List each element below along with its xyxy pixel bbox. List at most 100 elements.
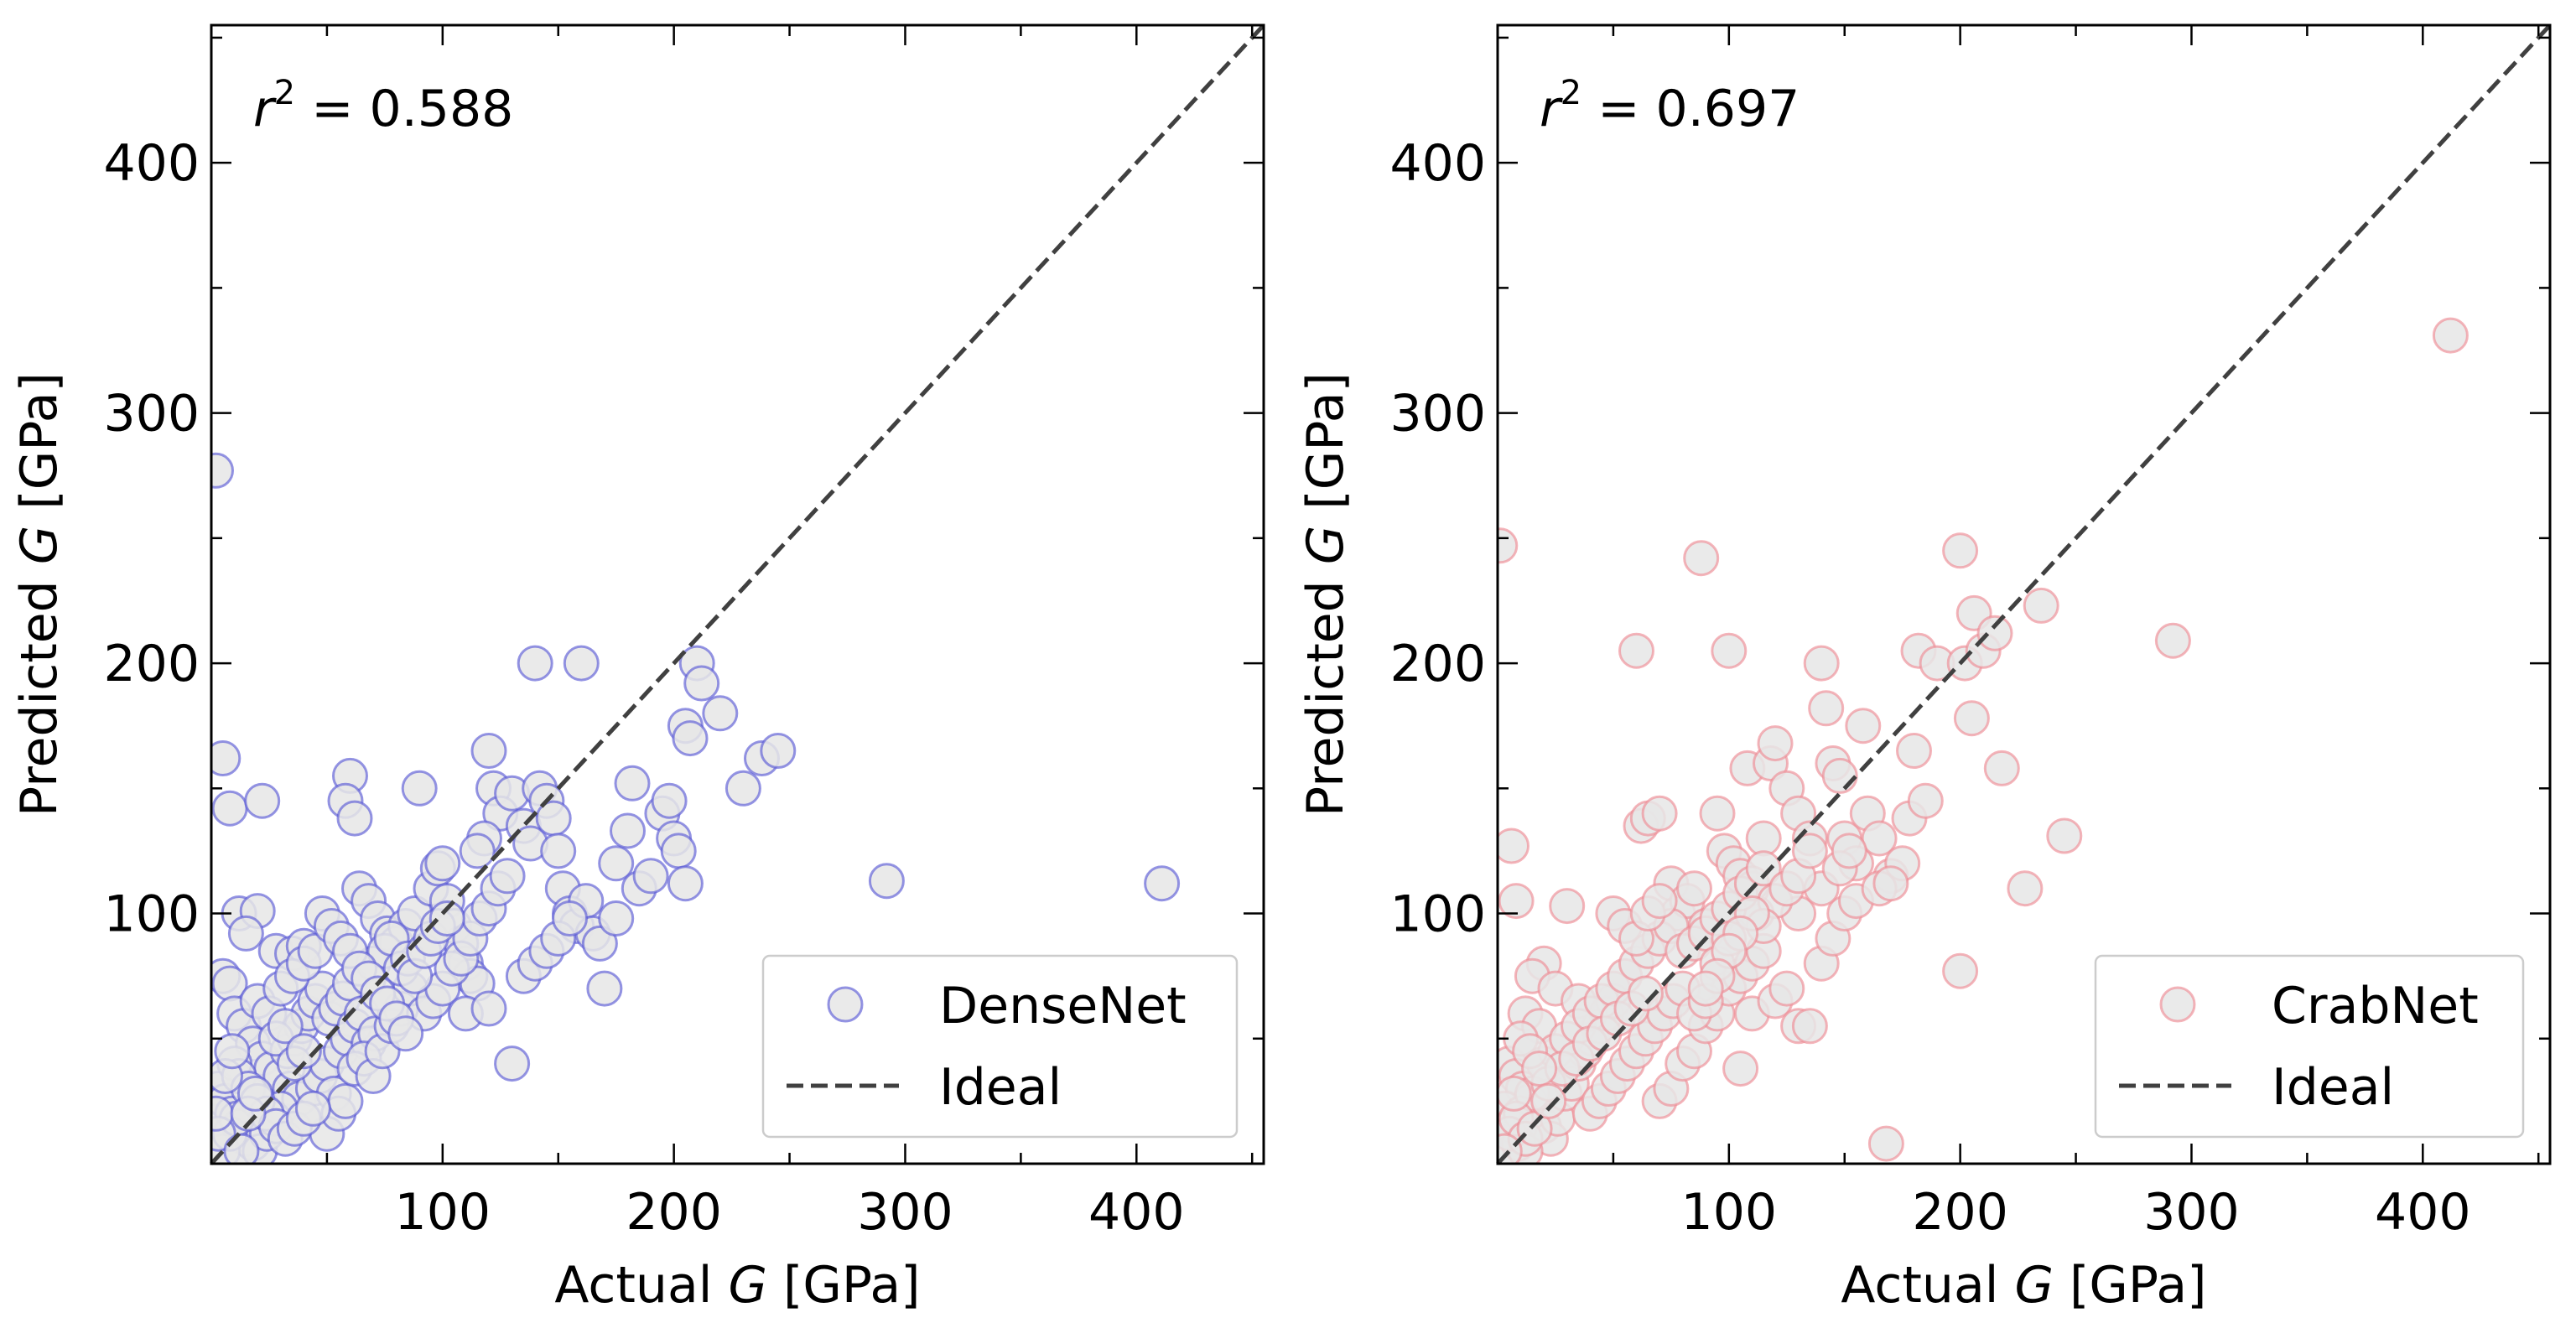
x-tick-label: 300 [2143,1183,2240,1242]
ideal-line [1496,23,2552,1165]
data-point [1983,750,2020,786]
legend-box [761,954,1239,1139]
data-point [401,770,438,807]
legend-ideal-label: Ideal [2272,1058,2394,1117]
data-point [2432,317,2469,354]
data-point [1872,865,1909,902]
x-tick-label: 300 [857,1183,953,1242]
x-axis-label: Actual G [GPa] [554,1256,920,1315]
data-point [267,1008,304,1045]
data-point [632,858,669,895]
data-point [459,833,496,869]
data-point [1808,690,1845,727]
legend-series-label: DenseNet [939,977,1187,1035]
y-tick-label: 400 [103,134,200,193]
data-point [1845,708,1882,745]
legend-marker [2159,986,2196,1023]
data-point [470,733,507,769]
y-axis-label: Predicted G [GPa] [1296,372,1355,817]
data-point [683,665,720,702]
data-point [1821,757,1858,794]
densenet-points [211,452,1181,1164]
data-point [724,770,761,807]
data-point [581,925,618,962]
data-point [2154,622,2191,659]
densenet-panel: 100 200 300 400 100 200 300 400 r2 = 0.588 Actu… [10,23,1265,1315]
data-point [424,845,461,882]
y-tick-label: 100 [103,885,200,944]
data-point [285,1033,322,1070]
r2-annotation: r2 = 0.588 [253,74,513,138]
data-point [1641,795,1678,832]
data-point [2046,817,2083,854]
data-point [336,800,373,837]
data-point [1953,700,1990,737]
data-point [1699,795,1736,832]
data-point [1628,975,1664,1012]
legend-ideal-label: Ideal [939,1058,1062,1117]
data-point [1676,870,1712,907]
data-point [387,1015,424,1052]
tick-labels: 100 200 300 400 100 200 300 400 [103,134,1184,1242]
data-point [868,863,905,900]
data-point [214,1033,251,1070]
data-point [1791,1008,1828,1045]
data-point [1498,883,1535,920]
data-point [211,790,248,827]
data-point [1803,645,1840,682]
axis-ticks [211,25,1264,1164]
data-point [1618,632,1654,669]
data-point [598,845,635,882]
legend-box [2094,954,2525,1139]
data-point [1745,850,1782,887]
data-point [1831,833,1867,869]
data-point [1641,883,1678,920]
data-point [1757,725,1794,762]
data-point [610,812,646,849]
data-point [1896,733,1932,769]
y-tick-label: 300 [103,385,200,444]
data-point [1687,970,1724,1007]
data-point [672,720,709,757]
data-point [586,970,623,1007]
data-point [1942,952,1979,989]
data-point [1498,1075,1532,1112]
data-point [540,833,577,869]
data-point [2023,587,2059,624]
data-point [1711,632,1748,669]
data-point [1976,615,2013,651]
data-point [489,858,526,895]
x-axis-label: Actual G [GPa] [1841,1256,2206,1315]
x-tick-label: 100 [395,1183,491,1242]
legend-series-label: CrabNet [2272,977,2479,1035]
data-point [702,695,739,732]
y-tick-label: 100 [1389,885,1486,944]
data-point [244,782,281,819]
data-point [614,765,651,802]
data-point [1745,820,1782,857]
data-point [760,733,797,769]
data-point [1521,1051,1558,1087]
crabnet-panel: 100 200 300 400 100 200 300 400 r2 = 0.697 Actu… [1296,23,2552,1315]
legend: CrabNet Ideal [2094,954,2525,1139]
data-point [1530,1082,1567,1119]
y-tick-label: 300 [1389,385,1486,444]
y-axis-label: Predicted G [GPa] [10,372,69,817]
data-point [1498,828,1530,864]
y-tick-label: 200 [1389,635,1486,693]
data-point [517,645,553,682]
data-point [552,900,588,936]
data-point [494,1045,531,1082]
data-point [1144,865,1181,902]
data-point [1683,540,1720,577]
data-point [327,1082,364,1119]
data-point [1867,1125,1904,1162]
data-point [211,452,234,489]
axis-ticks [1498,25,2550,1164]
x-tick-label: 400 [1088,1183,1185,1242]
data-point [660,833,697,869]
x-tick-label: 100 [1681,1183,1778,1242]
ideal-line [210,23,1265,1165]
data-point [1861,820,1898,857]
